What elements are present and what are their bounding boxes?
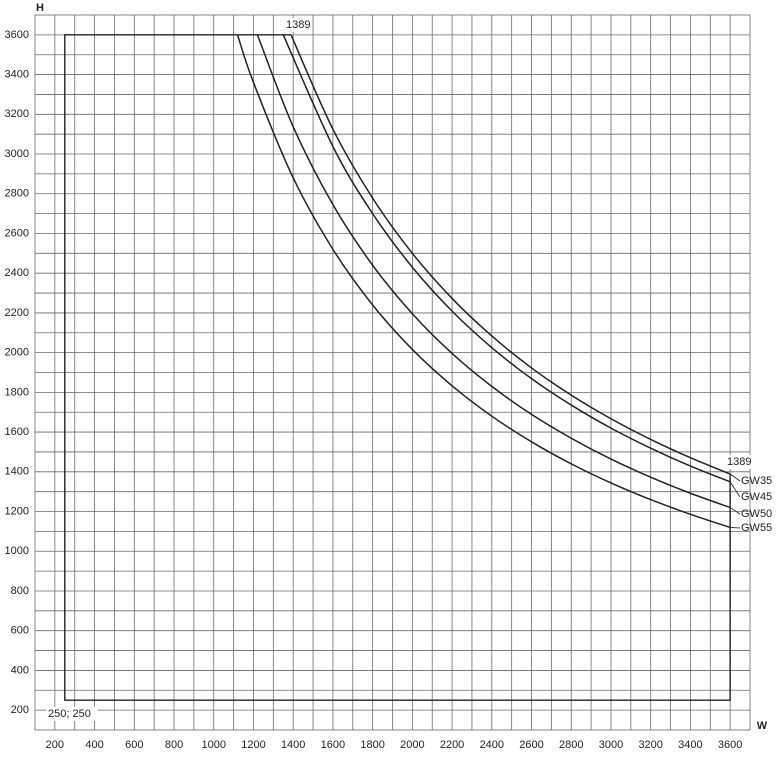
series-line (256, 34, 731, 509)
annotation: 1389 (286, 19, 310, 31)
y-tick-label: 200 (11, 704, 29, 716)
x-tick-label: 200 (46, 739, 64, 751)
y-axis-label: H (36, 2, 44, 14)
x-tick-label: 1600 (321, 739, 345, 751)
series-line (282, 34, 731, 483)
x-tick-label: 1000 (202, 739, 226, 751)
label-leader (729, 507, 741, 515)
series-label: GW55 (741, 522, 772, 534)
annotation-bg (284, 18, 310, 32)
series-line (290, 34, 731, 475)
x-tick-label: 3400 (678, 739, 702, 751)
annotation: 1389 (727, 456, 751, 468)
x-tick-label: 2400 (480, 739, 504, 751)
label-leader (729, 481, 741, 498)
y-tick-label: 1800 (5, 386, 29, 398)
y-tick-label: 2800 (5, 188, 29, 200)
boundary (64, 34, 731, 701)
annotation-bg (46, 707, 98, 721)
y-tick-label: 1200 (5, 505, 29, 517)
x-tick-label: 2600 (519, 739, 543, 751)
y-tick-label: 1600 (5, 426, 29, 438)
y-tick-label: 2600 (5, 227, 29, 239)
series-label: GW35 (741, 475, 772, 487)
x-tick-label: 3000 (599, 739, 623, 751)
y-tick-label: 2200 (5, 307, 29, 319)
label-leader (730, 527, 741, 529)
y-tick-label: 1400 (5, 466, 29, 478)
x-tick-label: 400 (85, 739, 103, 751)
x-tick-label: 1800 (360, 739, 384, 751)
x-tick-label: 800 (165, 739, 183, 751)
x-tick-label: 1400 (281, 739, 305, 751)
y-tick-label: 400 (11, 664, 29, 676)
y-tick-label: 3000 (5, 148, 29, 160)
y-tick-label: 3200 (5, 108, 29, 120)
y-tick-label: 600 (11, 625, 29, 637)
y-tick-label: 800 (11, 585, 29, 597)
x-tick-label: 600 (125, 739, 143, 751)
label-leader (729, 473, 741, 482)
annotation-bg (725, 455, 751, 469)
x-tick-label: 1200 (241, 739, 265, 751)
series-label: GW50 (741, 508, 772, 520)
x-tick-label: 3600 (718, 739, 742, 751)
y-tick-label: 3600 (5, 29, 29, 41)
x-tick-label: 2000 (400, 739, 424, 751)
y-tick-label: 3400 (5, 68, 29, 80)
series-label: GW45 (741, 491, 772, 503)
y-tick-label: 2000 (5, 347, 29, 359)
x-tick-label: 2800 (559, 739, 583, 751)
x-tick-label: 2200 (440, 739, 464, 751)
series-line (236, 34, 731, 529)
y-tick-label: 1000 (5, 545, 29, 557)
annotation: 250; 250 (48, 708, 91, 720)
x-axis-label: W (757, 720, 768, 732)
y-tick-label: 2400 (5, 267, 29, 279)
x-tick-label: 3200 (638, 739, 662, 751)
